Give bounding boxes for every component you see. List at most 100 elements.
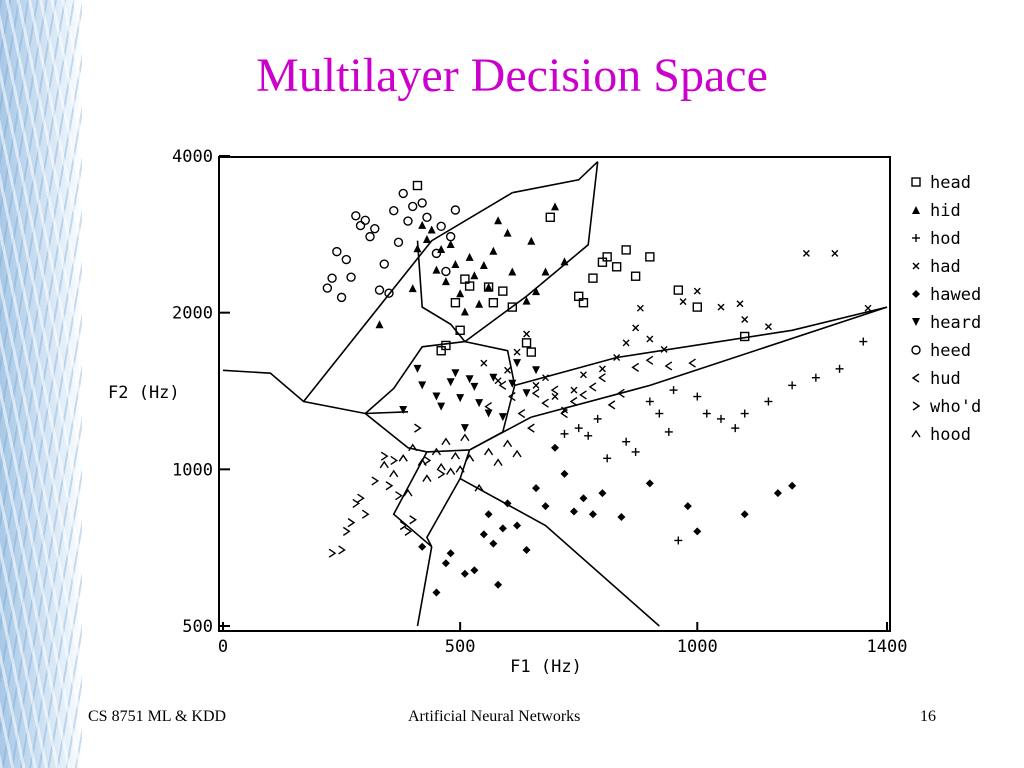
- data-point-down-triangle: [484, 409, 493, 418]
- y-tick-label: 2000: [172, 304, 213, 324]
- data-point-circle: [336, 292, 347, 303]
- data-point-caret: [417, 458, 427, 467]
- decorative-left-border: [0, 0, 82, 768]
- data-point-down-triangle: [508, 379, 517, 388]
- data-point-gt: [437, 469, 446, 479]
- decision-boundary: [464, 161, 599, 343]
- data-point-circle: [422, 212, 432, 222]
- data-point-x: [532, 381, 540, 389]
- data-point-square: [574, 291, 584, 302]
- data-point-square: [441, 340, 451, 351]
- data-point-caret: [502, 439, 513, 448]
- data-point-square: [436, 346, 446, 356]
- data-point-caret: [389, 469, 399, 478]
- data-point-triangle: [479, 260, 488, 269]
- data-point-x: [636, 304, 644, 312]
- footer-slide-number: 16: [920, 708, 936, 725]
- data-point-down-triangle: [456, 394, 465, 403]
- data-point-circle: [370, 223, 380, 234]
- data-point-caret: [455, 465, 465, 473]
- data-point-plus: [584, 431, 593, 440]
- data-point-square: [507, 302, 518, 312]
- data-point-lt: [560, 408, 568, 419]
- data-point-square: [412, 180, 423, 191]
- data-point-lt: [579, 390, 587, 400]
- data-point-diamond: [432, 588, 441, 597]
- data-point-square: [645, 252, 655, 262]
- data-point-triangle: [494, 216, 503, 225]
- data-point-caret: [493, 458, 503, 467]
- data-point-gt: [423, 455, 432, 466]
- data-point-circle: [351, 211, 361, 221]
- data-point-triangle: [470, 271, 479, 280]
- decision-boundary: [425, 449, 471, 548]
- data-point-circle: [445, 231, 456, 242]
- legend: head hid hod had hawed heard heed hud who'd hood: [911, 173, 981, 445]
- data-point-down-triangle: [418, 381, 427, 390]
- data-point-down-triangle: [489, 373, 498, 382]
- data-point-caret: [403, 488, 413, 497]
- data-point-diamond: [470, 566, 479, 575]
- data-point-plus: [593, 414, 602, 423]
- data-point-down-triangle: [465, 375, 474, 384]
- data-point-triangle: [475, 299, 484, 308]
- data-point-triangle: [441, 277, 450, 286]
- data-point-x: [494, 377, 502, 385]
- legend-label: hid: [930, 201, 961, 221]
- data-point-down-triangle: [498, 413, 507, 422]
- data-point-plus: [560, 429, 569, 438]
- x-axis-label: F1 (Hz): [510, 657, 582, 677]
- data-point-down-triangle: [451, 369, 460, 378]
- data-point-lt: [541, 398, 549, 408]
- data-point-circle: [365, 231, 375, 242]
- data-point-diamond: [489, 539, 498, 548]
- data-point-x: [613, 354, 621, 362]
- data-point-lt: [598, 373, 606, 383]
- data-point-diamond: [598, 489, 607, 498]
- data-point-square: [621, 245, 631, 255]
- data-point-plus: [603, 454, 612, 463]
- data-point-x: [717, 303, 725, 311]
- data-point-lt: [664, 361, 673, 371]
- y-tick-label: 500: [182, 617, 213, 637]
- data-point-diamond: [498, 524, 507, 533]
- data-point-square: [588, 273, 598, 283]
- data-point-plus: [574, 424, 583, 433]
- data-point-down-triangle: [522, 389, 531, 398]
- data-point-triangle: [432, 265, 441, 274]
- data-point-circle: [346, 272, 356, 282]
- data-point-triangle: [527, 236, 536, 245]
- data-point-diamond: [645, 479, 654, 488]
- data-point-plus: [631, 447, 640, 456]
- data-point-diamond: [418, 542, 427, 551]
- data-point-gt: [409, 515, 417, 525]
- data-point-caret: [408, 443, 418, 452]
- data-point-down-triangle: [460, 424, 469, 433]
- legend-marker-triangle: [912, 206, 920, 214]
- data-point-x: [802, 249, 810, 257]
- data-point-circle: [403, 216, 413, 226]
- data-point-triangle: [427, 225, 436, 234]
- data-point-diamond: [788, 481, 797, 490]
- decision-boundary: [416, 240, 466, 343]
- data-point-square: [450, 298, 461, 308]
- legend-label: heard: [930, 313, 981, 333]
- data-point-x: [693, 287, 701, 295]
- data-point-plus: [655, 409, 664, 418]
- x-tick-label: 1400: [867, 637, 908, 657]
- data-point-diamond: [484, 510, 493, 519]
- data-point-gt: [390, 455, 399, 466]
- y-tick-label: 4000: [172, 147, 213, 167]
- data-point-x: [864, 304, 872, 312]
- decision-boundary: [364, 412, 470, 453]
- data-point-plus: [764, 397, 773, 406]
- data-point-gt: [361, 509, 370, 519]
- data-point-triangle: [532, 287, 541, 296]
- y-tick-label: 1000: [172, 460, 213, 480]
- data-point-triangle: [522, 296, 531, 305]
- decision-boundary: [222, 369, 409, 415]
- data-point-lt: [498, 380, 507, 390]
- data-point-diamond: [522, 545, 531, 554]
- data-point-lt: [484, 401, 492, 412]
